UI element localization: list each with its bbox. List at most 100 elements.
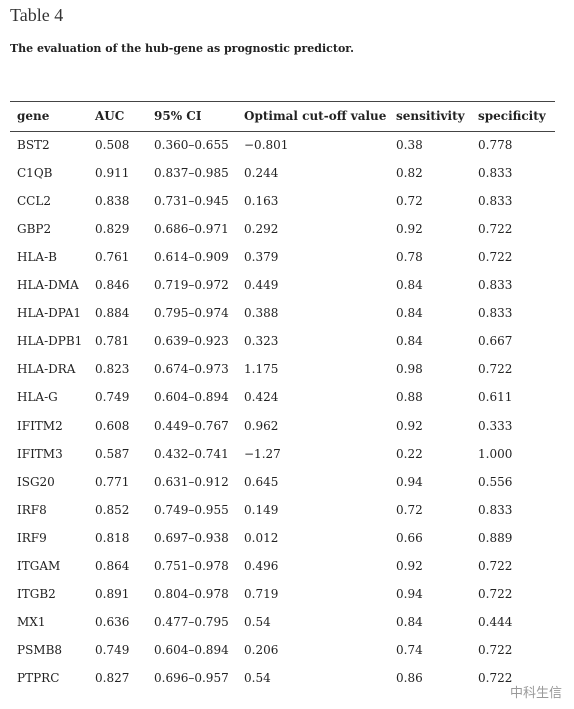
table-cell: ISG20 bbox=[17, 474, 55, 489]
table-cell: 0.379 bbox=[244, 250, 279, 265]
table-cell: 0.751–0.978 bbox=[154, 558, 229, 573]
table-cell: 0.889 bbox=[478, 530, 513, 545]
table-cell: 0.749 bbox=[95, 390, 130, 405]
table-cell: 0.84 bbox=[396, 278, 423, 293]
column-header: gene bbox=[17, 109, 50, 123]
table-caption: The evaluation of the hub-gene as progno… bbox=[10, 42, 354, 55]
table-cell: 0.833 bbox=[478, 278, 513, 293]
table-cell: 0.667 bbox=[478, 334, 513, 349]
table-cell: 0.778 bbox=[478, 138, 513, 152]
table-cell: 0.86 bbox=[396, 670, 423, 685]
table-cell: ITGAM bbox=[17, 558, 61, 573]
table-cell: IFITM2 bbox=[17, 418, 63, 433]
table-cell: 0.827 bbox=[95, 670, 130, 685]
table-cell: IRF9 bbox=[17, 530, 47, 545]
header-rule bbox=[10, 131, 555, 132]
column-header: AUC bbox=[95, 109, 125, 123]
table-cell: 0.604–0.894 bbox=[154, 642, 229, 657]
table-cell: 0.823 bbox=[95, 362, 130, 377]
table-cell: HLA-DMA bbox=[17, 278, 79, 293]
table-cell: 0.92 bbox=[396, 558, 423, 573]
table-cell: 0.72 bbox=[396, 502, 423, 517]
table-cell: 0.22 bbox=[396, 446, 423, 461]
column-header: Optimal cut-off value bbox=[244, 109, 387, 123]
table-cell: 0.94 bbox=[396, 474, 423, 489]
table-cell: 0.722 bbox=[478, 586, 513, 601]
column-header: sensitivity bbox=[396, 109, 465, 123]
table-cell: 0.804–0.978 bbox=[154, 586, 229, 601]
column-header: 95% CI bbox=[154, 109, 202, 123]
table-cell: 0.833 bbox=[478, 306, 513, 321]
table-cell: 0.781 bbox=[95, 334, 130, 349]
table-cell: 0.639–0.923 bbox=[154, 334, 229, 349]
table-cell: 0.722 bbox=[478, 222, 513, 237]
table-cell: 0.92 bbox=[396, 418, 423, 433]
table-cell: PTPRC bbox=[17, 670, 60, 685]
table-cell: 0.818 bbox=[95, 530, 130, 545]
table-cell: 0.38 bbox=[396, 138, 423, 152]
table-cell: MX1 bbox=[17, 614, 46, 629]
table-cell: HLA-DPA1 bbox=[17, 306, 82, 321]
table-cell: 0.206 bbox=[244, 642, 279, 657]
table-cell: 0.388 bbox=[244, 306, 279, 321]
table-cell: 1.175 bbox=[244, 362, 279, 377]
table-cell: PSMB8 bbox=[17, 642, 63, 657]
table-cell: 0.477–0.795 bbox=[154, 614, 229, 629]
table-cell: 0.424 bbox=[244, 390, 279, 405]
table-cell: HLA-G bbox=[17, 390, 58, 405]
table-cell: CCL2 bbox=[17, 194, 51, 209]
table-cell: 0.722 bbox=[478, 362, 513, 377]
table-cell: 0.761 bbox=[95, 250, 130, 265]
table-cell: 0.84 bbox=[396, 614, 423, 629]
table-cell: HLA-B bbox=[17, 250, 57, 265]
table-cell: 0.846 bbox=[95, 278, 130, 293]
table-cell: 0.722 bbox=[478, 670, 513, 685]
table-cell: 0.587 bbox=[95, 446, 130, 461]
table-cell: 0.833 bbox=[478, 194, 513, 209]
table-cell: 0.82 bbox=[396, 166, 423, 181]
table-cell: GBP2 bbox=[17, 222, 52, 237]
column-header: specificity bbox=[478, 109, 546, 123]
table-cell: 0.749 bbox=[95, 642, 130, 657]
table-cell: 0.74 bbox=[396, 642, 423, 657]
table-cell: 0.604–0.894 bbox=[154, 390, 229, 405]
table-cell: 0.829 bbox=[95, 222, 130, 237]
table-cell: 0.98 bbox=[396, 362, 423, 377]
table-cell: 0.962 bbox=[244, 418, 279, 433]
table-cell: 0.722 bbox=[478, 642, 513, 657]
table-cell: 0.838 bbox=[95, 194, 130, 209]
table-cell: 0.54 bbox=[244, 670, 271, 685]
table-cell: 0.697–0.938 bbox=[154, 530, 229, 545]
table-cell: 0.884 bbox=[95, 306, 130, 321]
table-cell: 0.149 bbox=[244, 502, 279, 517]
table-cell: 0.611 bbox=[478, 390, 513, 405]
table-cell: 0.645 bbox=[244, 474, 279, 489]
table-cell: −0.801 bbox=[244, 138, 289, 152]
table-cell: 0.84 bbox=[396, 334, 423, 349]
table-cell: 0.722 bbox=[478, 558, 513, 573]
table-cell: HLA-DPB1 bbox=[17, 334, 83, 349]
table-cell: 0.731–0.945 bbox=[154, 194, 229, 209]
table-cell: 0.72 bbox=[396, 194, 423, 209]
table-cell: 0.614–0.909 bbox=[154, 250, 229, 265]
table-cell: 0.88 bbox=[396, 390, 423, 405]
table-cell: 0.496 bbox=[244, 558, 279, 573]
table-cell: 0.449–0.767 bbox=[154, 418, 229, 433]
table-cell: 0.323 bbox=[244, 334, 279, 349]
table-cell: −1.27 bbox=[244, 446, 281, 461]
table-cell: 0.92 bbox=[396, 222, 423, 237]
top-rule bbox=[10, 101, 555, 102]
table-cell: 0.360–0.655 bbox=[154, 138, 229, 152]
table-cell: 0.84 bbox=[396, 306, 423, 321]
table-cell: 0.78 bbox=[396, 250, 423, 265]
table-cell: 0.631–0.912 bbox=[154, 474, 229, 489]
table-cell: BST2 bbox=[17, 138, 50, 152]
table-cell: 0.163 bbox=[244, 194, 279, 209]
table-cell: 0.749–0.955 bbox=[154, 502, 229, 517]
table-cell: IFITM3 bbox=[17, 446, 63, 461]
table-cell: 0.508 bbox=[95, 138, 130, 152]
watermark: 中科生信 bbox=[509, 686, 562, 701]
table-cell: 0.891 bbox=[95, 586, 130, 601]
table-cell: 0.244 bbox=[244, 166, 279, 181]
table-cell: 0.771 bbox=[95, 474, 130, 489]
